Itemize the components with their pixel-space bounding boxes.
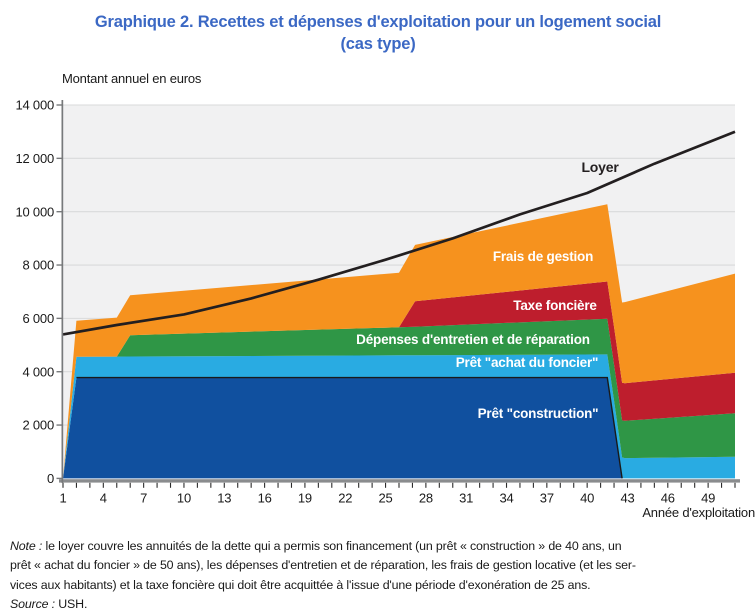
x-tick-label: 31 xyxy=(459,490,473,505)
y-tick-label: 12 000 xyxy=(15,151,54,166)
note-prefix: Note : xyxy=(10,539,43,553)
x-tick-label: 37 xyxy=(540,490,554,505)
chart-title-line2: (cas type) xyxy=(340,35,416,53)
loyer-label: Loyer xyxy=(581,159,619,175)
x-tick-label: 49 xyxy=(701,490,715,505)
y-tick-label: 10 000 xyxy=(15,204,54,219)
loyer-line xyxy=(62,130,736,336)
y-tick-label: 6 000 xyxy=(22,311,54,326)
note-line: prêt « achat du foncier » de 50 ans), le… xyxy=(10,556,752,575)
series-label-gestion: Frais de gestion xyxy=(493,249,593,264)
x-tick-label: 34 xyxy=(499,490,513,505)
note-line: Note : le loyer couvre les annuités de l… xyxy=(10,537,752,556)
x-tick-label: 10 xyxy=(177,490,191,505)
construction-outline xyxy=(76,376,623,479)
note-line: vices aux habitants) et la taxe foncière… xyxy=(10,576,752,595)
source-line: Source : USH. xyxy=(10,595,752,614)
area-foncier xyxy=(63,354,735,479)
x-tick-label: 40 xyxy=(580,490,594,505)
series-label-construction: Prêt "construction" xyxy=(478,406,599,421)
y-tick-label: 0 xyxy=(47,471,54,486)
chart-title: Graphique 2. Recettes et dépenses d'expl… xyxy=(0,11,756,55)
x-tick-label: 25 xyxy=(379,490,393,505)
source-text: USH. xyxy=(54,596,88,611)
note-line-text: vices aux habitants) et la taxe foncière… xyxy=(10,577,591,592)
x-tick-label: 22 xyxy=(338,490,352,505)
area-construction xyxy=(63,377,735,479)
series-label-foncier: Prêt "achat du foncier" xyxy=(456,355,598,370)
series-label-entretien: Dépenses d'entretien et de réparation xyxy=(356,332,590,347)
x-tick-label: 1 xyxy=(59,490,66,505)
note-text: Note : le loyer couvre les annuités de l… xyxy=(10,537,752,614)
area-entretien xyxy=(63,318,735,479)
y-axis-line xyxy=(61,100,64,483)
x-tick-label: 13 xyxy=(217,490,231,505)
series-label-taxe: Taxe foncière xyxy=(513,298,597,313)
source-prefix: Source : xyxy=(10,596,55,611)
x-tick-label: 46 xyxy=(661,490,675,505)
y-tick-label: 2 000 xyxy=(22,418,54,433)
x-tick-label: 19 xyxy=(298,490,312,505)
note-line-text: prêt « achat du foncier » de 50 ans), le… xyxy=(10,558,636,573)
area-gestion xyxy=(63,204,735,479)
x-tick-label: 4 xyxy=(100,490,107,505)
x-tick-label: 16 xyxy=(258,490,272,505)
x-tick-label: 7 xyxy=(140,490,147,505)
chart-title-line1: Graphique 2. Recettes et dépenses d'expl… xyxy=(94,13,662,31)
x-axis-bar xyxy=(59,479,740,483)
x-axis-title: Année d'exploitation xyxy=(642,505,755,520)
x-tick-label: 28 xyxy=(419,490,433,505)
y-axis-unit-label: Montant annuel en euros xyxy=(62,71,202,86)
y-tick-label: 8 000 xyxy=(22,258,54,273)
y-tick-label: 14 000 xyxy=(15,98,54,113)
note-line-text: le loyer couvre les annuités de la dette… xyxy=(42,539,622,553)
y-tick-label: 4 000 xyxy=(22,364,54,379)
x-tick-label: 43 xyxy=(620,490,634,505)
